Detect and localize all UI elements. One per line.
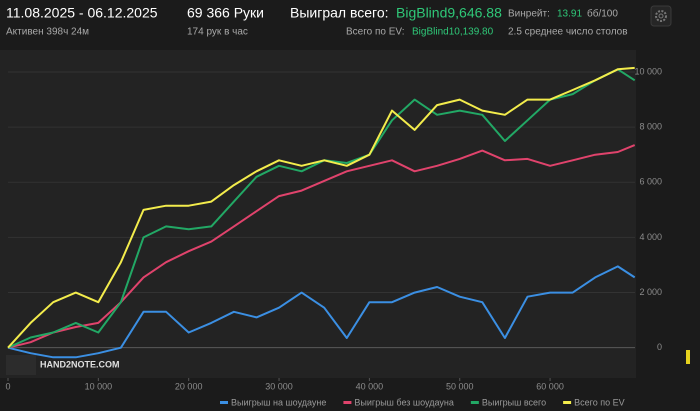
x-tick-label: 30 000 — [265, 381, 293, 391]
legend-label: Всего по EV — [574, 397, 624, 407]
x-tick-label: 40 000 — [356, 381, 384, 391]
x-tick-label: 0 — [5, 381, 10, 391]
y-tick-label: 0 — [657, 342, 662, 352]
scroll-marker — [686, 350, 690, 364]
x-tick-label: 50 000 — [446, 381, 474, 391]
legend-item: Выигрыш на шоудауне — [220, 397, 326, 407]
y-tick-label: 10 000 — [634, 66, 662, 76]
series-line — [7, 144, 636, 349]
legend-item: Всего по EV — [563, 397, 625, 407]
legend-swatch — [343, 401, 352, 404]
legend-label: Выигрыш без шоудауна — [354, 397, 453, 407]
series-line — [7, 265, 636, 359]
won-label: Выиграл всего: — [290, 5, 389, 21]
settings-button[interactable] — [650, 5, 672, 27]
x-tick-label: 60 000 — [536, 381, 564, 391]
ev-value: BigBlind10,139.80 — [412, 27, 494, 38]
legend-item: Выигрыш всего — [470, 397, 546, 407]
legend-swatch — [470, 401, 479, 404]
tables: 2.5 среднее число столов — [508, 27, 628, 38]
watermark: HAND2NOTE.COM — [40, 359, 120, 369]
legend-label: Выигрыш всего — [482, 397, 546, 407]
winrate-unit: бб/100 — [587, 8, 618, 20]
x-tick-label: 20 000 — [175, 381, 203, 391]
legend-label: Выигрыш на шоудауне — [231, 397, 326, 407]
y-tick-label: 2 000 — [639, 287, 662, 297]
x-tick-label: 10 000 — [85, 381, 113, 391]
y-tick-label: 8 000 — [639, 122, 662, 132]
y-tick-label: 6 000 — [639, 177, 662, 187]
ev-label: Всего по EV: — [346, 27, 405, 38]
active-time: Активен 398ч 24м — [6, 27, 89, 38]
legend-item: Выигрыш без шоудауна — [343, 397, 454, 407]
hands-per-hour: 174 рук в час — [187, 27, 248, 38]
date-range: 11.08.2025 - 06.12.2025 — [6, 5, 158, 21]
won-value: BigBlind9,646.88 — [396, 5, 502, 21]
winrate-label: Винрейт: — [508, 9, 550, 20]
winrate-value: 13.91 — [557, 9, 582, 20]
legend-swatch — [220, 401, 228, 404]
series-line — [7, 66, 635, 349]
y-tick-label: 4 000 — [639, 232, 662, 242]
hands: 69 366 Руки — [187, 5, 264, 21]
legend-swatch — [563, 401, 572, 404]
logo-mark — [6, 355, 36, 375]
